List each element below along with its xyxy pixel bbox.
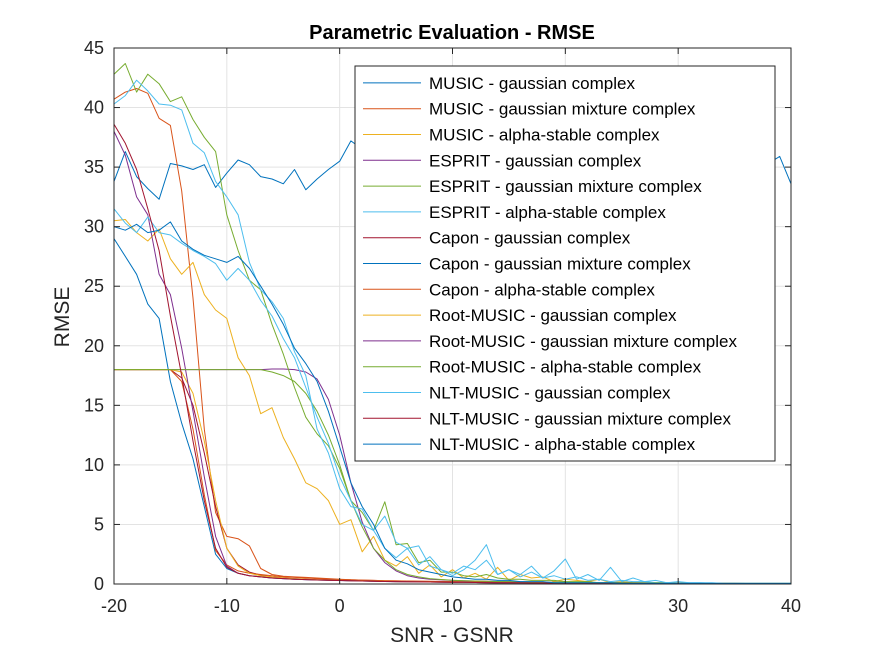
legend-entry: Root-MUSIC - gaussian complex: [429, 306, 677, 325]
legend-entry: MUSIC - gaussian mixture complex: [429, 100, 696, 119]
ticks: -20 -10 0 10 20 30 40 0 5 10 15 20 25 30 35 40 45: [84, 38, 801, 616]
x-tick-label: 40: [781, 596, 801, 616]
x-tick-label: 20: [555, 596, 575, 616]
legend-entry: ESPRIT - alpha-stable complex: [429, 203, 666, 222]
legend-entry: ESPRIT - gaussian complex: [429, 151, 642, 170]
y-tick-label: 45: [84, 38, 104, 58]
legend-entry: MUSIC - alpha-stable complex: [429, 126, 660, 145]
legend-entry: NLT-MUSIC - gaussian mixture complex: [429, 409, 731, 428]
legend-entry: Capon - gaussian complex: [429, 229, 631, 248]
x-axis-label: SNR - GSNR: [390, 624, 514, 647]
y-tick-label: 5: [94, 514, 104, 534]
x-tick-label: 10: [442, 596, 462, 616]
y-tick-label: 30: [84, 217, 104, 237]
legend-entry: Capon - gaussian mixture complex: [429, 255, 691, 274]
legend-entry: Capon - alpha-stable complex: [429, 280, 655, 299]
x-tick-label: 0: [335, 596, 345, 616]
y-tick-label: 20: [84, 336, 104, 356]
legend-entry: MUSIC - gaussian complex: [429, 74, 635, 93]
y-tick-label: 25: [84, 276, 104, 296]
y-tick-label: 35: [84, 157, 104, 177]
legend: MUSIC - gaussian complex MUSIC - gaussian…: [354, 65, 776, 462]
y-tick-label: 15: [84, 395, 104, 415]
legend-box: [354, 65, 776, 462]
y-tick-label: 0: [94, 574, 104, 594]
legend-entry: NLT-MUSIC - alpha-stable complex: [429, 435, 696, 454]
legend-entry: ESPRIT - gaussian mixture complex: [429, 177, 702, 196]
legend-entry: Root-MUSIC - gaussian mixture complex: [429, 332, 737, 351]
y-tick-label: 10: [84, 455, 104, 475]
y-tick-label: 40: [84, 98, 104, 118]
chart-title: Parametric Evaluation - RMSE: [309, 22, 595, 44]
y-axis-label: RMSE: [51, 287, 74, 348]
x-tick-label: -20: [101, 596, 127, 616]
x-tick-label: -10: [214, 596, 240, 616]
x-tick-label: 30: [668, 596, 688, 616]
legend-entry: NLT-MUSIC - gaussian complex: [429, 384, 671, 403]
legend-entry: Root-MUSIC - alpha-stable complex: [429, 358, 702, 377]
